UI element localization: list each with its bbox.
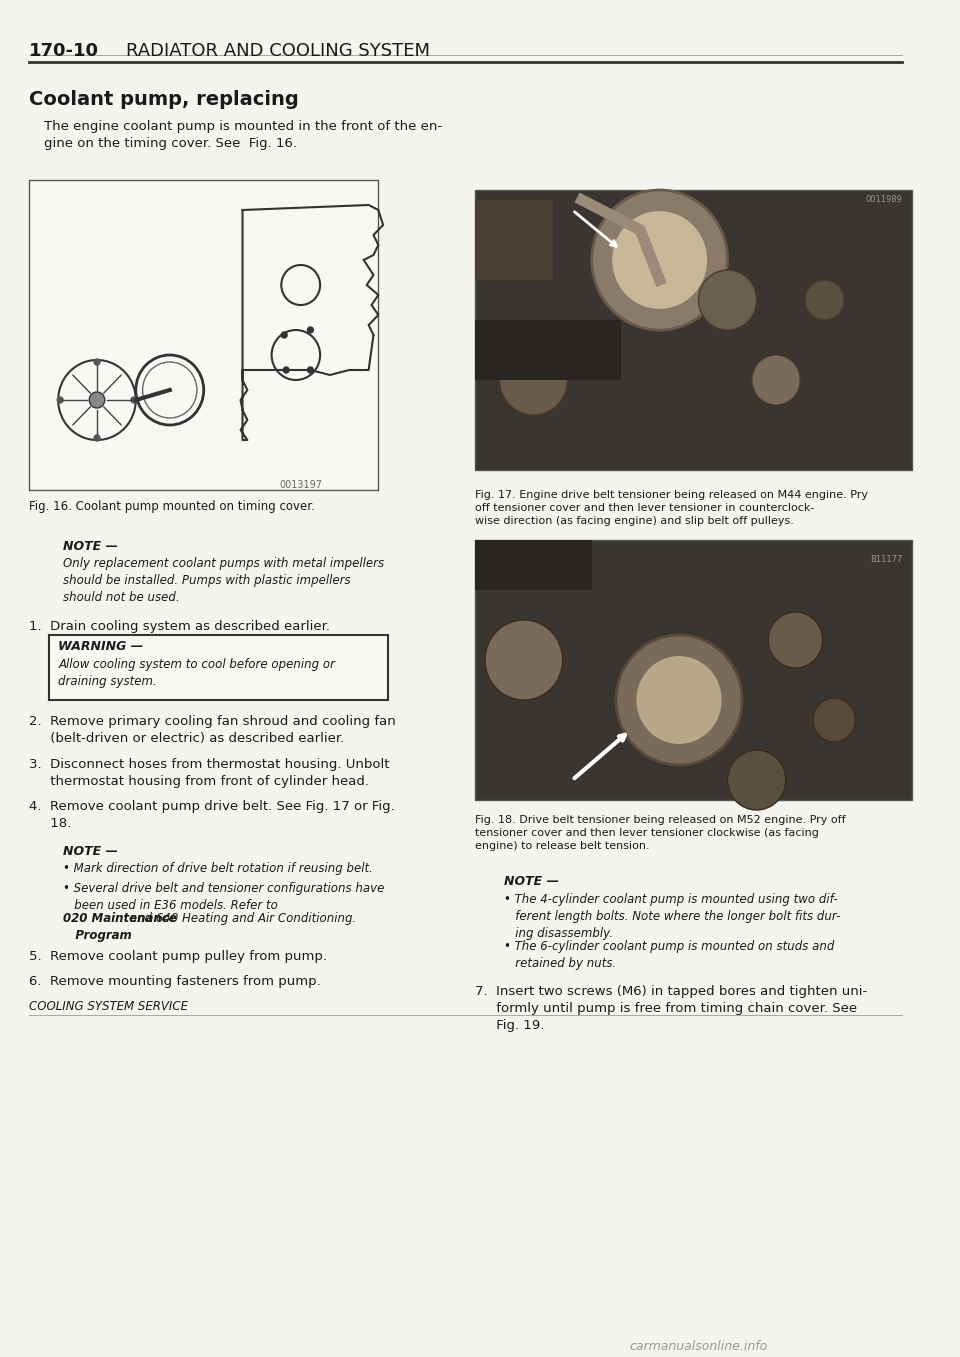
Text: 020 Maintenance
   Program: 020 Maintenance Program <box>63 912 177 942</box>
Text: 5.  Remove coolant pump pulley from pump.: 5. Remove coolant pump pulley from pump. <box>29 950 327 963</box>
Circle shape <box>612 210 708 309</box>
Text: 7.  Insert two screws (M6) in tapped bores and tighten uni-
     formly until pu: 7. Insert two screws (M6) in tapped bore… <box>475 985 868 1033</box>
Text: WARNING —: WARNING — <box>59 641 143 653</box>
Text: Fig. 18. Drive belt tensioner being released on M52 engine. Pry off
tensioner co: Fig. 18. Drive belt tensioner being rele… <box>475 816 846 851</box>
Circle shape <box>281 332 287 338</box>
Text: 3.  Disconnect hoses from thermostat housing. Unbolt
     thermostat housing fro: 3. Disconnect hoses from thermostat hous… <box>29 759 390 788</box>
Circle shape <box>768 612 823 668</box>
Bar <box>475 320 621 380</box>
Text: Only replacement coolant pumps with metal impellers
should be installed. Pumps w: Only replacement coolant pumps with meta… <box>63 556 384 604</box>
Text: NOTE —: NOTE — <box>63 845 118 858</box>
Text: The engine coolant pump is mounted in the front of the en-
gine on the timing co: The engine coolant pump is mounted in th… <box>43 119 442 151</box>
Circle shape <box>591 190 728 330</box>
Circle shape <box>752 356 801 404</box>
Text: B11177: B11177 <box>870 555 902 565</box>
Bar <box>475 540 912 801</box>
Bar <box>29 180 378 490</box>
Circle shape <box>485 620 563 700</box>
Text: • Several drive belt and tensioner configurations have
   been used in E36 model: • Several drive belt and tensioner confi… <box>63 882 384 912</box>
Circle shape <box>616 635 742 765</box>
Text: COOLING SYSTEM SERVICE: COOLING SYSTEM SERVICE <box>29 1000 188 1012</box>
Circle shape <box>728 750 785 810</box>
Circle shape <box>89 392 105 408</box>
Text: 0013197: 0013197 <box>279 480 323 490</box>
Text: 2.  Remove primary cooling fan shroud and cooling fan
     (belt-driven or elect: 2. Remove primary cooling fan shroud and… <box>29 715 396 745</box>
Text: • Mark direction of drive belt rotation if reusing belt.: • Mark direction of drive belt rotation … <box>63 862 372 875</box>
Circle shape <box>813 697 855 742</box>
Bar <box>475 540 591 590</box>
Circle shape <box>699 270 756 330</box>
Circle shape <box>131 398 136 403</box>
Text: 6.  Remove mounting fasteners from pump.: 6. Remove mounting fasteners from pump. <box>29 974 321 988</box>
Bar <box>475 199 553 280</box>
Bar <box>49 635 388 700</box>
Text: Fig. 16. Coolant pump mounted on timing cover.: Fig. 16. Coolant pump mounted on timing … <box>29 499 315 513</box>
Text: Coolant pump, replacing: Coolant pump, replacing <box>29 90 299 109</box>
Circle shape <box>94 436 100 441</box>
Text: 1.  Drain cooling system as described earlier.: 1. Drain cooling system as described ear… <box>29 620 330 632</box>
Text: Allow cooling system to cool before opening or
draining system.: Allow cooling system to cool before open… <box>59 658 335 688</box>
Bar <box>475 190 912 470</box>
Text: 0011989: 0011989 <box>865 195 902 204</box>
Text: carmanualsonline.info: carmanualsonline.info <box>630 1339 768 1353</box>
Text: NOTE —: NOTE — <box>504 875 560 887</box>
Text: and 640 Heating and Air Conditioning.: and 640 Heating and Air Conditioning. <box>126 912 356 925</box>
Text: • The 6-cylinder coolant pump is mounted on studs and
   retained by nuts.: • The 6-cylinder coolant pump is mounted… <box>504 940 835 970</box>
Circle shape <box>307 366 313 373</box>
Circle shape <box>307 327 313 332</box>
Text: RADIATOR AND COOLING SYSTEM: RADIATOR AND COOLING SYSTEM <box>126 42 430 60</box>
Text: 170-10: 170-10 <box>29 42 99 60</box>
Circle shape <box>499 345 567 415</box>
Text: NOTE —: NOTE — <box>63 540 118 554</box>
Text: Fig. 17. Engine drive belt tensioner being released on M44 engine. Pry
off tensi: Fig. 17. Engine drive belt tensioner bei… <box>475 490 869 525</box>
Text: • The 4-cylinder coolant pump is mounted using two dif-
   ferent length bolts. : • The 4-cylinder coolant pump is mounted… <box>504 893 841 940</box>
Text: 4.  Remove coolant pump drive belt. See Fig. 17 or Fig.
     18.: 4. Remove coolant pump drive belt. See F… <box>29 801 395 830</box>
Circle shape <box>805 280 844 320</box>
Circle shape <box>94 360 100 365</box>
Circle shape <box>636 655 723 745</box>
Circle shape <box>283 366 289 373</box>
Circle shape <box>58 398 63 403</box>
